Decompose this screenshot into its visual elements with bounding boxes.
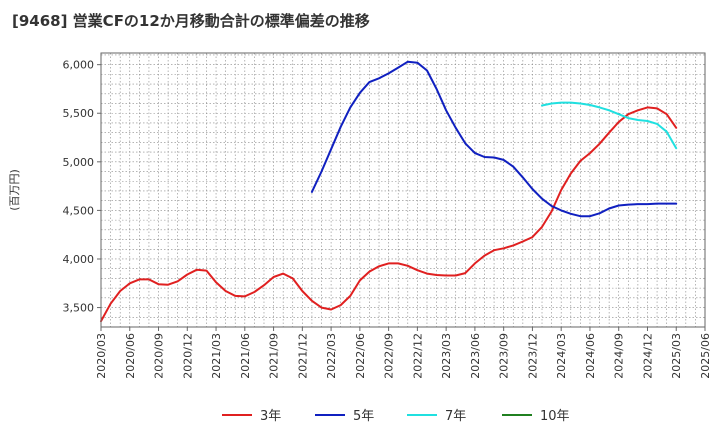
x-tick-label: 2025/03 [670,333,683,379]
axes: 3,500 4,000 4,500 5,000 5,500 6,000 2020/03 202… [8,59,712,379]
plot-area [101,53,705,327]
legend-label-7年: 7年 [445,409,466,424]
x-tick-label: 2022/12 [411,333,424,379]
legend-label-3年: 3年 [260,409,281,424]
x-tick-label: 2022/09 [383,333,396,379]
y-tick-label: 4,500 [63,204,95,217]
legend: 3年 5年 7年 10年 [222,409,570,424]
grid-lines [100,53,706,327]
x-tick-label: 2024/09 [613,333,626,379]
y-tick-label: 3,500 [63,302,95,315]
x-tick-label: 2020/06 [124,333,137,379]
y-tick-label: 6,000 [63,59,95,72]
y-tick-label: 5,500 [63,107,95,120]
x-tick-label: 2024/12 [641,333,654,379]
x-tick-label: 2023/09 [498,333,511,379]
series-lines [100,60,678,323]
x-tick-label: 2020/12 [181,333,194,379]
series-line-3年 [100,106,678,323]
series-line-5年 [310,60,678,218]
x-tick-label: 2021/09 [268,333,281,379]
legend-label-10年: 10年 [540,409,570,424]
x-tick-label: 2023/03 [440,333,453,379]
x-tick-label: 2023/12 [526,333,539,379]
series-line-7年 [541,101,678,150]
x-tick-label: 2022/03 [325,333,338,379]
legend-label-5年: 5年 [353,409,374,424]
x-tick-label: 2021/12 [296,333,309,379]
x-tick-label: 2022/06 [354,333,367,379]
x-tick-label: 2021/06 [239,333,252,379]
chart-title: [9468] 営業CFの12か月移動合計の標準偏差の推移 [12,12,370,30]
x-tick-label: 2024/03 [555,333,568,379]
x-tick-label: 2023/06 [469,333,482,379]
x-tick-label: 2025/06 [699,333,712,379]
x-tick-label: 2024/06 [584,333,597,379]
x-tick-label: 2021/03 [210,333,223,379]
plot-border [100,52,706,328]
y-tick-label: 4,000 [63,253,95,266]
x-tick-label: 2020/09 [153,333,166,379]
y-axis-title: (百万円) [8,169,21,211]
x-tick-label: 2020/03 [95,333,108,379]
y-tick-label: 5,000 [63,156,95,169]
